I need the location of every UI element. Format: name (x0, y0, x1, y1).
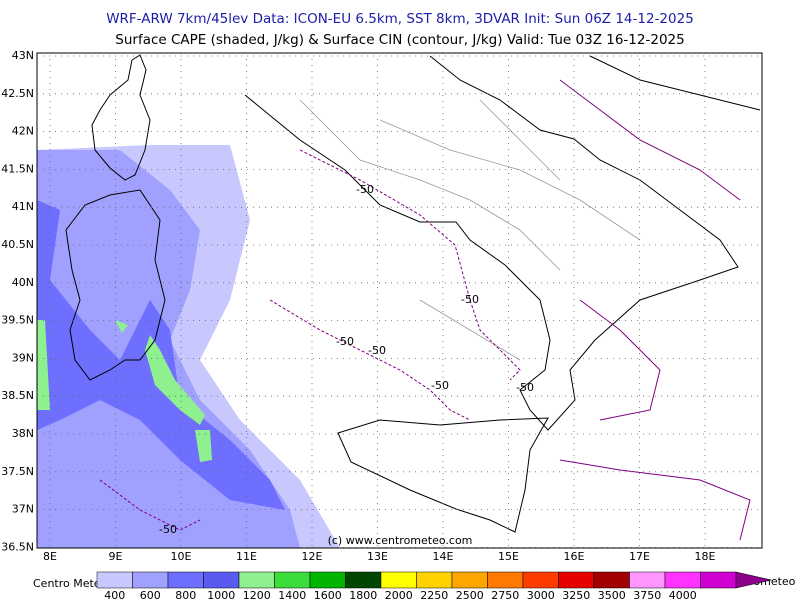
contour-label: -50 (159, 523, 177, 536)
lat-label: 41N (12, 200, 34, 213)
colorbar-box (309, 571, 346, 589)
colorbar-label: 2750 (491, 589, 519, 600)
colorbar-label: 3000 (527, 589, 555, 600)
lat-label: 40.5N (1, 238, 34, 251)
contour-label: -50 (461, 293, 479, 306)
contour-label: -50 (431, 379, 449, 392)
lon-label: 12E (302, 550, 323, 563)
lat-label: 41.5N (1, 162, 34, 175)
contour-label: -50 (356, 183, 374, 196)
colorbar-box (345, 571, 382, 589)
lat-label: 42N (12, 125, 34, 138)
lat-label: 37.5N (1, 465, 34, 478)
coast-sardinia (65, 189, 166, 381)
map-area: -50 -50 -50 -50 -50 -50 -50 (36, 52, 763, 549)
colorbar-box (629, 571, 666, 589)
colorbar-box (700, 571, 737, 589)
lat-label: 43N (12, 49, 34, 62)
colorbar-label: 1000 (207, 589, 235, 600)
map-frame (36, 52, 763, 549)
lat-label: 38.5N (1, 389, 34, 402)
colorbar-box (274, 571, 311, 589)
colorbar-label: 2500 (456, 589, 484, 600)
colorbar-label: 2250 (420, 589, 448, 600)
colorbar-label: 1400 (278, 589, 306, 600)
lon-label: 8E (43, 550, 57, 563)
cin-contour (559, 79, 751, 541)
colorbar-box (132, 571, 169, 589)
cape-shade (115, 320, 128, 333)
title-line1: WRF-ARW 7km/45lev Data: ICON-EU 6.5km, S… (106, 11, 694, 27)
lat-label: 38N (12, 427, 34, 440)
colorbar-box (167, 571, 204, 589)
colorbar-box (664, 571, 701, 589)
lat-label: 39N (12, 351, 34, 364)
lon-label: 18E (695, 550, 716, 563)
colorbar-label: 2000 (385, 589, 413, 600)
colorbar-label: 1800 (349, 589, 377, 600)
coast-balkans (589, 55, 761, 111)
colorbar-box (238, 571, 275, 589)
colorbar-label: 1600 (314, 589, 342, 600)
colorbar-box (522, 571, 559, 589)
lat-label: 37N (12, 503, 34, 516)
colorbar-label: 3750 (633, 589, 661, 600)
colorbar-label: 4000 (669, 589, 697, 600)
cin-contour (99, 479, 201, 531)
colorbar-label: 1200 (243, 589, 271, 600)
copyright: (c) www.centrometeo.com (328, 534, 473, 547)
contour-label: -50 (336, 335, 354, 348)
contour-label: -50 (516, 381, 534, 394)
colorbar-arrow (735, 571, 772, 589)
cape-shade (37, 320, 50, 410)
title-line2: Surface CAPE (shaded, J/kg) & Surface CI… (115, 32, 684, 48)
cape-shade (145, 335, 205, 425)
colorbar-box (487, 571, 524, 589)
region-borders (299, 99, 641, 361)
colorbar-label: 600 (140, 589, 161, 600)
colorbar-box (96, 571, 133, 589)
lon-label: 17E (629, 550, 650, 563)
colorbar-box (380, 571, 417, 589)
colorbar-label: 400 (104, 589, 125, 600)
colorbar-label: 3500 (598, 589, 626, 600)
lon-label: 14E (433, 550, 454, 563)
lat-label: 39.5N (1, 314, 34, 327)
contour-label: -50 (368, 344, 386, 357)
colorbar-label: 3250 (562, 589, 590, 600)
lon-label: 16E (564, 550, 585, 563)
colorbar-box (416, 571, 453, 589)
cape-shade (195, 430, 212, 462)
coast-sicily (337, 417, 549, 533)
lon-label: 15E (498, 550, 519, 563)
colorbar-box (451, 571, 488, 589)
lon-label: 9E (109, 550, 123, 563)
cin-contour (299, 149, 521, 381)
cin-contour (269, 299, 471, 421)
lon-label: 11E (236, 550, 257, 563)
lat-label: 42.5N (1, 87, 34, 100)
lon-label: 13E (367, 550, 388, 563)
colorbar-box (593, 571, 630, 589)
colorbar-box (558, 571, 595, 589)
colorbar-box (203, 571, 240, 589)
lon-label: 10E (171, 550, 192, 563)
coast-italy (244, 55, 739, 431)
lat-label: 40N (12, 276, 34, 289)
colorbar-label: 800 (175, 589, 196, 600)
coast-corsica (91, 54, 151, 181)
lat-label: 36.5N (1, 540, 34, 553)
